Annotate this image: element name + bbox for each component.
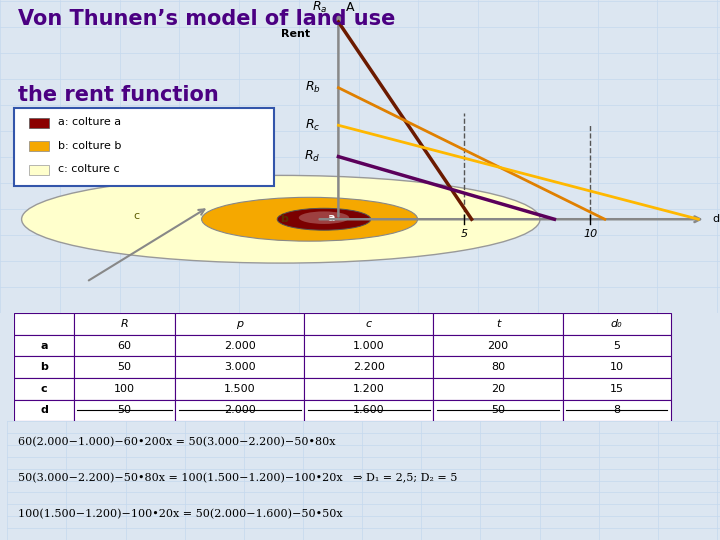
Text: 50: 50 (491, 406, 505, 415)
Text: 50: 50 (117, 362, 131, 372)
Text: 10: 10 (583, 228, 598, 239)
Bar (29, 165, 49, 175)
Text: Rent: Rent (281, 30, 310, 39)
Bar (73, 313, 175, 335)
Bar (305, 356, 433, 378)
Text: 2.000: 2.000 (224, 406, 256, 415)
Bar (29, 118, 49, 128)
Bar (14, 400, 73, 421)
Text: Von Thunen’s model of land use: Von Thunen’s model of land use (18, 9, 395, 29)
Text: c: c (41, 384, 48, 394)
Text: c: colture c: c: colture c (58, 164, 120, 174)
Text: 60(2.000−1.000)−60•200x = 50(3.000−2.200)−50•80x: 60(2.000−1.000)−60•200x = 50(3.000−2.200… (18, 437, 336, 448)
Text: 5: 5 (461, 228, 468, 239)
Bar (562, 400, 671, 421)
Bar (175, 335, 305, 356)
Ellipse shape (277, 208, 371, 230)
Text: 80: 80 (491, 362, 505, 372)
Bar (14, 356, 73, 378)
Text: 15: 15 (610, 384, 624, 394)
Bar (175, 400, 305, 421)
Text: 1.000: 1.000 (353, 341, 384, 350)
Bar (433, 400, 562, 421)
Text: 10: 10 (610, 362, 624, 372)
Text: $R_c$: $R_c$ (305, 118, 320, 133)
Text: a: a (328, 213, 335, 222)
Text: 1.500: 1.500 (224, 384, 256, 394)
Text: d₀: d₀ (611, 319, 623, 329)
Bar (305, 335, 433, 356)
Text: a: colture a: a: colture a (58, 117, 121, 127)
Text: 2.000: 2.000 (224, 341, 256, 350)
Text: 60: 60 (117, 341, 131, 350)
Text: 100(1.500−1.200)−100•20x = 50(2.000−1.600)−50•50x: 100(1.500−1.200)−100•20x = 50(2.000−1.60… (18, 509, 343, 519)
Text: 200: 200 (487, 341, 508, 350)
Text: 50(3.000−2.200)−50•80x = 100(1.500−1.200)−100•20x   ⇒ D₁ = 2,5; D₂ = 5: 50(3.000−2.200)−50•80x = 100(1.500−1.200… (18, 473, 457, 483)
Bar (433, 313, 562, 335)
Text: b: b (40, 362, 48, 372)
Text: 3.000: 3.000 (224, 362, 256, 372)
Text: distance: distance (713, 214, 720, 224)
Text: $R_b$: $R_b$ (305, 80, 320, 95)
Bar (73, 335, 175, 356)
Bar (175, 378, 305, 400)
Bar (73, 400, 175, 421)
Bar (14, 313, 73, 335)
Bar (562, 335, 671, 356)
Bar (175, 356, 305, 378)
Bar (433, 378, 562, 400)
Bar (73, 356, 175, 378)
Text: p: p (236, 319, 243, 329)
Ellipse shape (202, 197, 418, 241)
Text: 5: 5 (613, 341, 620, 350)
Text: 2.200: 2.200 (353, 362, 384, 372)
Text: 8: 8 (613, 406, 621, 415)
Bar (562, 313, 671, 335)
Text: b: b (281, 214, 288, 224)
Bar (14, 378, 73, 400)
Text: c: c (134, 211, 140, 221)
Text: d: d (40, 406, 48, 415)
Text: R: R (120, 319, 128, 329)
Text: A: A (346, 1, 354, 15)
Text: b: colture b: b: colture b (58, 140, 121, 151)
Bar (305, 400, 433, 421)
Bar (14, 335, 73, 356)
Bar (433, 356, 562, 378)
Bar (175, 313, 305, 335)
Bar (433, 335, 562, 356)
Text: 20: 20 (491, 384, 505, 394)
Ellipse shape (299, 211, 349, 224)
Text: the rent function: the rent function (18, 85, 219, 105)
Text: t: t (496, 319, 500, 329)
Text: $R_d$: $R_d$ (304, 149, 320, 164)
Text: 1.600: 1.600 (353, 406, 384, 415)
Bar (562, 378, 671, 400)
Text: 100: 100 (114, 384, 135, 394)
Bar (562, 356, 671, 378)
FancyBboxPatch shape (14, 108, 274, 186)
Bar (73, 378, 175, 400)
Text: a: a (40, 341, 48, 350)
Bar (305, 313, 433, 335)
Text: 50: 50 (117, 406, 131, 415)
Text: 1.200: 1.200 (353, 384, 384, 394)
Text: c: c (366, 319, 372, 329)
Bar (29, 141, 49, 151)
Ellipse shape (22, 176, 540, 263)
Bar (305, 378, 433, 400)
Text: $R_a$: $R_a$ (312, 1, 328, 15)
